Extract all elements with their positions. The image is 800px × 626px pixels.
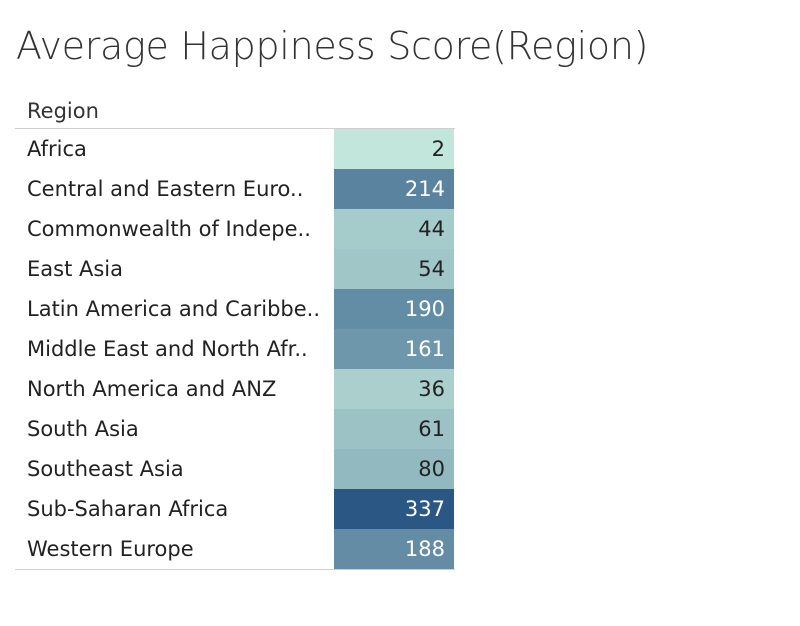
value-cell[interactable]: 190 [334,289,454,329]
table-bottom-border [15,569,455,570]
value-cell[interactable]: 54 [334,249,454,289]
value-cell[interactable]: 80 [334,449,454,489]
table-row[interactable]: Western Europe 188 [15,529,455,569]
row-label: Commonwealth of Indepe.. [27,217,311,241]
row-label: Southeast Asia [27,457,184,481]
table-row[interactable]: Sub-Saharan Africa 337 [15,489,455,529]
row-label: South Asia [27,417,139,441]
row-label: North America and ANZ [27,377,277,401]
table-header: Region [15,94,455,129]
row-label: Latin America and Caribbe.. [27,297,321,321]
value-cell[interactable]: 36 [334,369,454,409]
row-label: Middle East and North Afr.. [27,337,308,361]
row-label: Central and Eastern Euro.. [27,177,304,201]
row-label: East Asia [27,257,123,281]
value-cell[interactable]: 61 [334,409,454,449]
row-label: Western Europe [27,537,194,561]
row-label: Sub-Saharan Africa [27,497,229,521]
highlight-table: Region Africa 2 Central and Eastern Euro..… [15,94,455,570]
table-body: Africa 2 Central and Eastern Euro.. 214 Comm… [15,129,455,569]
value-cell[interactable]: 337 [334,489,454,529]
table-row[interactable]: Commonwealth of Indepe.. 44 [15,209,455,249]
column-header-region[interactable]: Region [27,99,99,123]
value-cell[interactable]: 161 [334,329,454,369]
table-row[interactable]: Africa 2 [15,129,455,169]
table-row[interactable]: South Asia 61 [15,409,455,449]
value-cell[interactable]: 188 [334,529,454,569]
table-row[interactable]: North America and ANZ 36 [15,369,455,409]
table-row[interactable]: Middle East and North Afr.. 161 [15,329,455,369]
value-cell[interactable]: 2 [334,129,454,169]
table-row[interactable]: Latin America and Caribbe.. 190 [15,289,455,329]
row-label: Africa [27,137,87,161]
value-cell[interactable]: 214 [334,169,454,209]
table-row[interactable]: Southeast Asia 80 [15,449,455,489]
table-row[interactable]: Central and Eastern Euro.. 214 [15,169,455,209]
table-row[interactable]: East Asia 54 [15,249,455,289]
value-cell[interactable]: 44 [334,209,454,249]
chart-title: Average Happiness Score(Region) [16,24,649,68]
